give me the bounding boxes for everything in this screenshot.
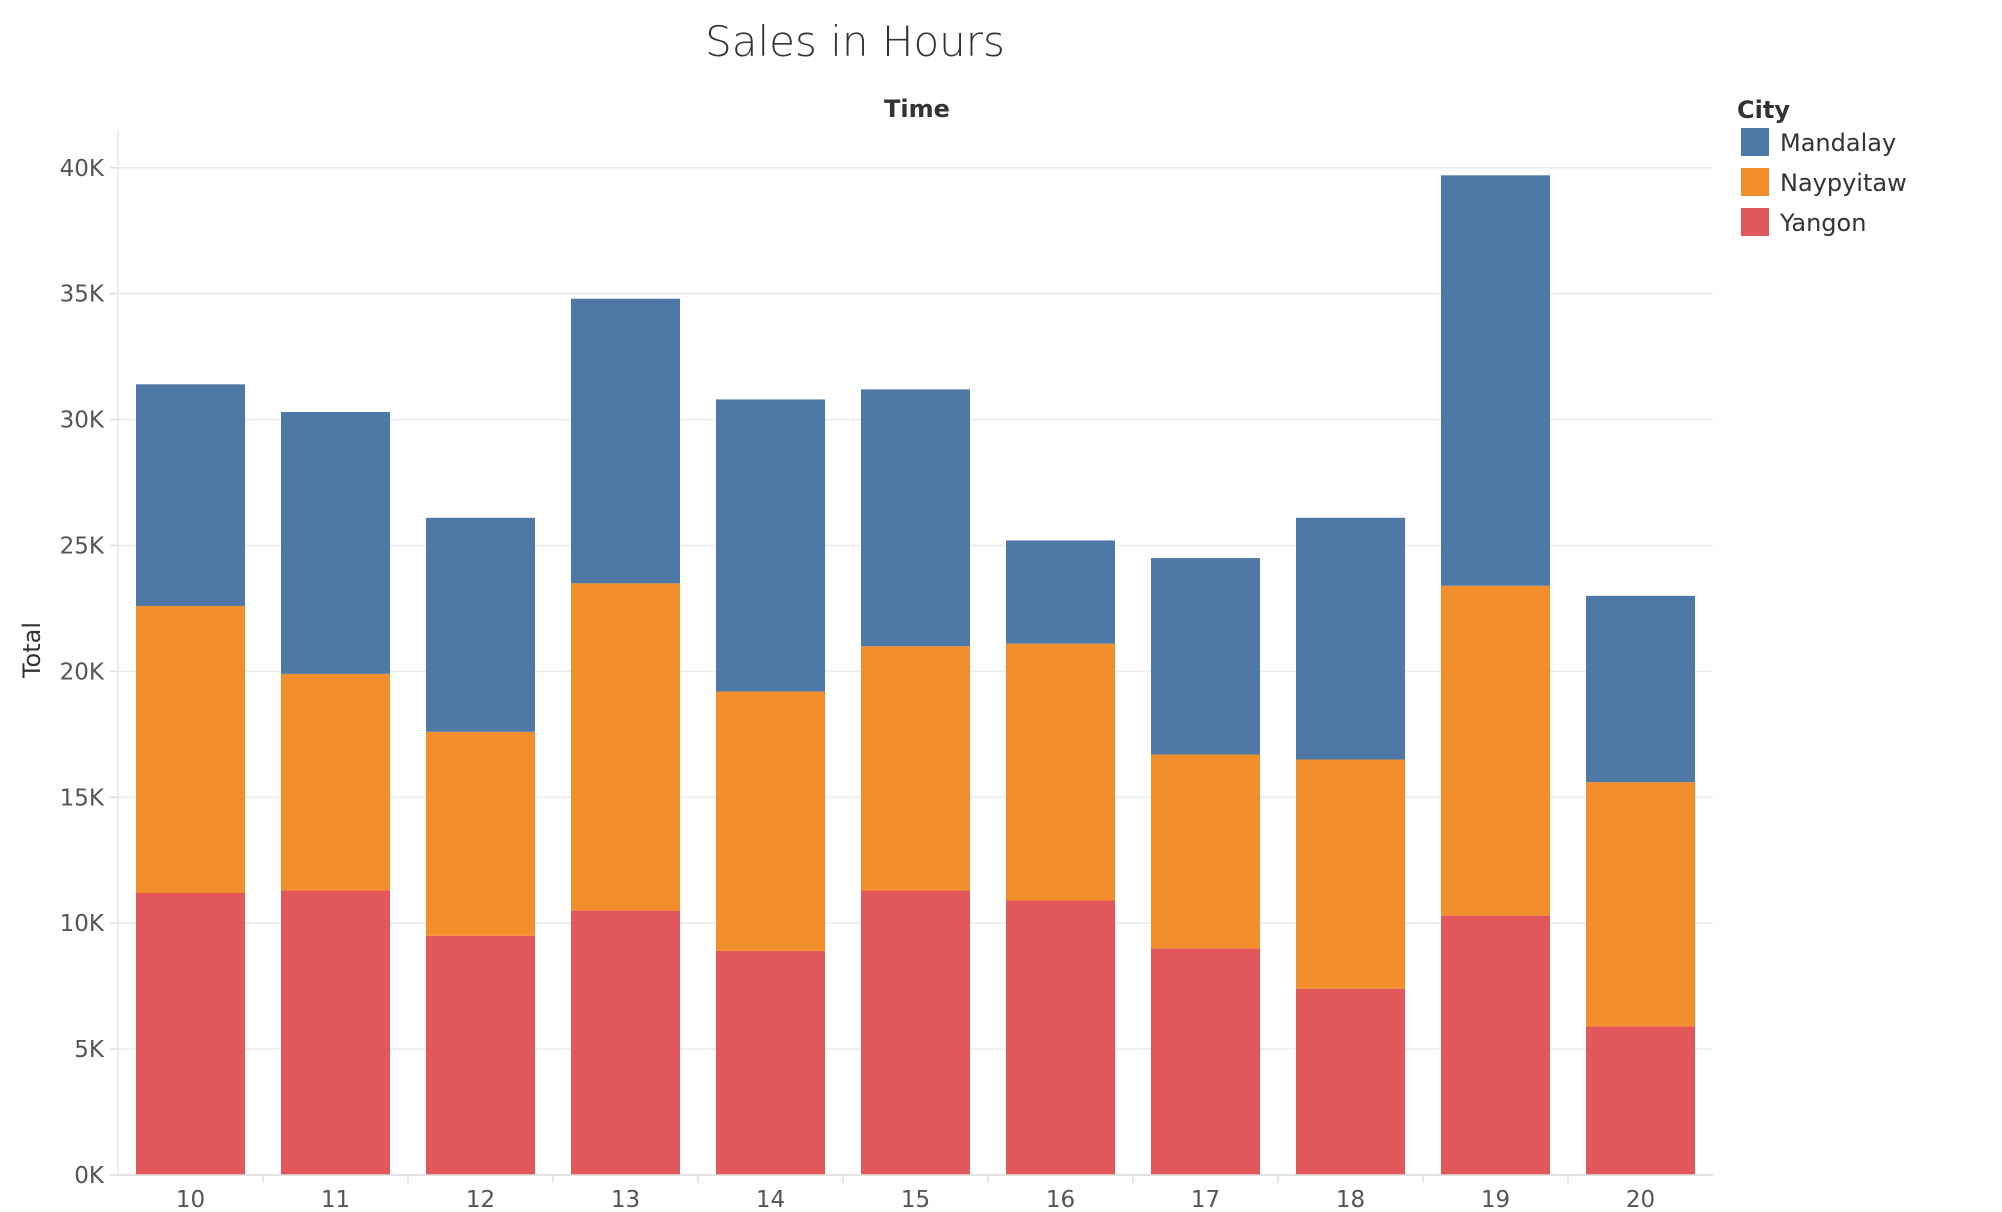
- x-axis-title: Time: [884, 95, 950, 123]
- bar-yangon-11: [281, 890, 390, 1175]
- bars: [136, 175, 1695, 1175]
- x-tick-label-18: 18: [1336, 1187, 1365, 1212]
- bar-mandalay-13: [571, 298, 680, 584]
- bar-mandalay-20: [1586, 595, 1695, 783]
- legend-label-naypyitaw: Naypyitaw: [1780, 169, 1907, 197]
- bar-mandalay-12: [426, 517, 535, 732]
- bar-naypyitaw-15: [861, 646, 970, 891]
- x-tick-label-17: 17: [1191, 1187, 1220, 1212]
- x-tick-label-13: 13: [611, 1187, 640, 1212]
- bar-naypyitaw-12: [426, 731, 535, 936]
- y-tick-label-0: 0K: [74, 1163, 105, 1189]
- y-tick-label-7: 35K: [60, 282, 105, 308]
- bar-naypyitaw-18: [1296, 759, 1405, 989]
- y-tick-label-4: 20K: [60, 659, 105, 685]
- bar-mandalay-10: [136, 384, 245, 606]
- bar-yangon-16: [1006, 900, 1115, 1175]
- bar-mandalay-14: [716, 399, 825, 692]
- legend-title: City: [1737, 96, 1790, 124]
- bar-mandalay-16: [1006, 540, 1115, 644]
- bar-yangon-13: [571, 910, 680, 1175]
- legend-label-mandalay: Mandalay: [1780, 129, 1896, 157]
- y-tick-label-1: 5K: [74, 1037, 105, 1063]
- bar-mandalay-17: [1151, 558, 1260, 755]
- legend-swatch-naypyitaw: [1741, 168, 1769, 196]
- x-tick-label-12: 12: [466, 1187, 495, 1212]
- legend-label-yangon: Yangon: [1779, 209, 1866, 237]
- x-tick-label-16: 16: [1046, 1187, 1075, 1212]
- x-tick-label-11: 11: [321, 1187, 350, 1212]
- y-tick-label-2: 10K: [60, 911, 105, 937]
- bar-naypyitaw-13: [571, 583, 680, 911]
- y-tick-label-3: 15K: [60, 785, 105, 811]
- y-tick-label-5: 25K: [60, 533, 105, 559]
- legend: City Mandalay Naypyitaw Yangon: [1737, 96, 1907, 237]
- bar-naypyitaw-14: [716, 691, 825, 951]
- x-tick-label-15: 15: [901, 1187, 930, 1212]
- chart-title: Sales in Hours: [705, 17, 1005, 66]
- x-tick-label-14: 14: [756, 1187, 785, 1212]
- bar-naypyitaw-16: [1006, 643, 1115, 901]
- bar-yangon-19: [1441, 915, 1550, 1175]
- bar-yangon-18: [1296, 988, 1405, 1175]
- bar-naypyitaw-11: [281, 673, 390, 891]
- bar-yangon-14: [716, 950, 825, 1175]
- legend-swatch-yangon: [1741, 208, 1769, 236]
- bar-naypyitaw-19: [1441, 585, 1550, 916]
- bar-yangon-10: [136, 892, 245, 1175]
- y-axis-title: Total: [18, 622, 46, 679]
- axes: 0K 5K 10K 15K 20K 25K 30K 35K 40K 10 11 12 13 14 15 16 1…: [60, 130, 1713, 1212]
- x-tick-label-19: 19: [1481, 1187, 1510, 1212]
- x-tick-label-20: 20: [1626, 1187, 1655, 1212]
- bar-mandalay-19: [1441, 175, 1550, 586]
- bar-yangon-17: [1151, 948, 1260, 1175]
- bar-mandalay-11: [281, 412, 390, 674]
- bar-yangon-20: [1586, 1026, 1695, 1175]
- bar-naypyitaw-17: [1151, 754, 1260, 949]
- legend-swatch-mandalay: [1741, 128, 1769, 156]
- bar-naypyitaw-10: [136, 605, 245, 893]
- bar-yangon-12: [426, 935, 535, 1175]
- bar-yangon-15: [861, 890, 970, 1175]
- bar-mandalay-15: [861, 389, 970, 647]
- y-tick-label-8: 40K: [60, 156, 105, 182]
- bar-mandalay-18: [1296, 517, 1405, 760]
- x-tick-label-10: 10: [176, 1187, 205, 1212]
- bar-naypyitaw-20: [1586, 782, 1695, 1027]
- y-tick-label-6: 30K: [60, 408, 105, 434]
